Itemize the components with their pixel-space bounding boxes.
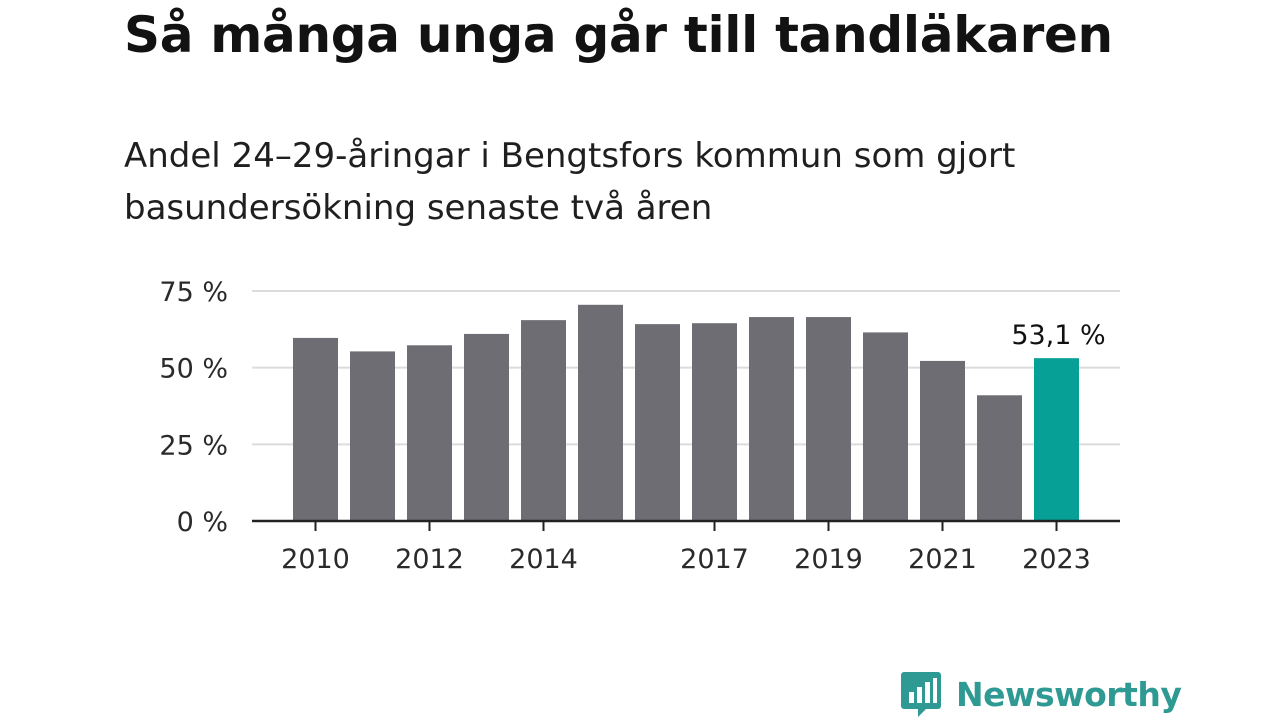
x-tick-label: 2014 (509, 544, 578, 575)
y-axis-tick-labels: 0 % 25 % 50 % 75 % (159, 277, 228, 538)
x-tick-label: 2017 (680, 544, 749, 575)
x-tick-label: 2023 (1022, 544, 1091, 575)
y-tick-label: 25 % (159, 430, 228, 461)
bar-2014 (521, 320, 566, 521)
x-axis-tick-labels: 2010 2012 2014 2017 2019 2021 2023 (281, 544, 1091, 575)
y-tick-label: 0 % (177, 507, 228, 538)
bar-2010 (293, 337, 338, 521)
bar-2017 (692, 323, 737, 521)
bar-2021 (920, 360, 965, 521)
x-tick-label: 2012 (395, 544, 464, 575)
data-label: 53,1 % (1011, 320, 1105, 351)
chart-subtitle: Andel 24–29-åringar i Bengtsfors kommun … (124, 130, 1124, 234)
bar-2012 (407, 345, 452, 521)
bar-2011 (350, 351, 395, 521)
bar-2020 (863, 332, 908, 521)
x-tick-label: 2019 (794, 544, 863, 575)
bar-2013 (464, 333, 509, 521)
bar-2023 (1034, 358, 1079, 521)
bar-2019 (806, 317, 851, 521)
grid-lines (252, 290, 1120, 446)
bar-2015 (578, 304, 623, 521)
brand-name: Newsworthy (956, 674, 1182, 714)
x-tick-label: 2021 (908, 544, 977, 575)
y-tick-label: 50 % (159, 354, 228, 385)
newsworthy-logo: Newsworthy (900, 670, 1182, 718)
bar-chart-speech-bubble-icon (901, 672, 941, 717)
bar-2016 (635, 324, 680, 521)
bar-2018 (749, 317, 794, 521)
x-axis (252, 519, 1120, 531)
x-tick-label: 2010 (281, 544, 350, 575)
subtitle-line-1: Andel 24–29-åringar i Bengtsfors kommun … (124, 136, 1016, 176)
bar-2022 (977, 395, 1022, 521)
subtitle-line-2: basundersökning senaste två åren (124, 188, 713, 228)
chart-title: Så många unga går till tandläkaren (124, 6, 1113, 64)
y-tick-label: 75 % (159, 277, 228, 308)
bars (293, 304, 1079, 521)
data-labels: 53,1 % (1011, 320, 1105, 351)
